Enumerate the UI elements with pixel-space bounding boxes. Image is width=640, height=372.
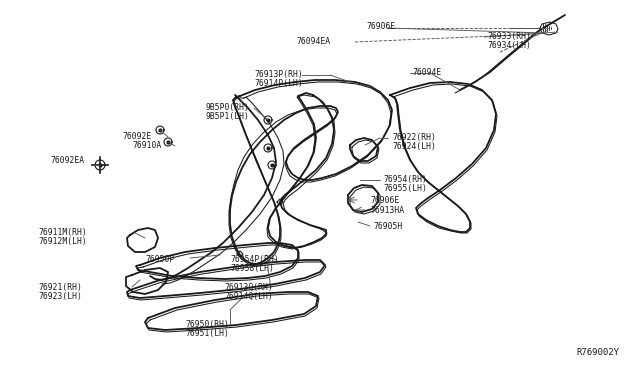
Text: 76906E: 76906E (366, 22, 396, 31)
Text: 76950P: 76950P (145, 255, 174, 264)
Text: 76913Q(RH): 76913Q(RH) (224, 283, 273, 292)
Text: 76094E: 76094E (412, 68, 441, 77)
Text: 76934(LH): 76934(LH) (487, 41, 531, 50)
Text: 76954(RH): 76954(RH) (383, 175, 427, 184)
Text: 76913P(RH): 76913P(RH) (254, 70, 303, 79)
Text: 76906E: 76906E (370, 196, 399, 205)
Text: 76092EA: 76092EA (50, 155, 84, 164)
Text: 76958(LH): 76958(LH) (230, 264, 274, 273)
Text: 76911M(RH): 76911M(RH) (38, 228, 87, 237)
Text: 76922(RH): 76922(RH) (392, 133, 436, 142)
Text: 76921(RH): 76921(RH) (38, 283, 82, 292)
Text: 9B5P0(RH): 9B5P0(RH) (206, 103, 250, 112)
Text: 76905H: 76905H (373, 222, 403, 231)
Text: 76913HA: 76913HA (370, 206, 404, 215)
Text: R769002Y: R769002Y (577, 348, 620, 357)
Text: 76924(LH): 76924(LH) (392, 142, 436, 151)
Text: 76951(LH): 76951(LH) (185, 329, 229, 338)
Text: 76914Q(LH): 76914Q(LH) (224, 292, 273, 301)
Text: 76092E: 76092E (122, 132, 151, 141)
Text: 76910A: 76910A (132, 141, 161, 150)
Text: 9B5P1(LH): 9B5P1(LH) (206, 112, 250, 121)
Text: 76912M(LH): 76912M(LH) (38, 237, 87, 246)
Text: 76933(RH): 76933(RH) (487, 32, 531, 41)
Text: 76955(LH): 76955(LH) (383, 184, 427, 193)
Text: 76094EA: 76094EA (296, 37, 330, 46)
Text: 76923(LH): 76923(LH) (38, 292, 82, 301)
Text: 76954P(RH): 76954P(RH) (230, 255, 279, 264)
Text: 76950(RH): 76950(RH) (185, 320, 229, 329)
Text: 76914P(LH): 76914P(LH) (254, 79, 303, 88)
